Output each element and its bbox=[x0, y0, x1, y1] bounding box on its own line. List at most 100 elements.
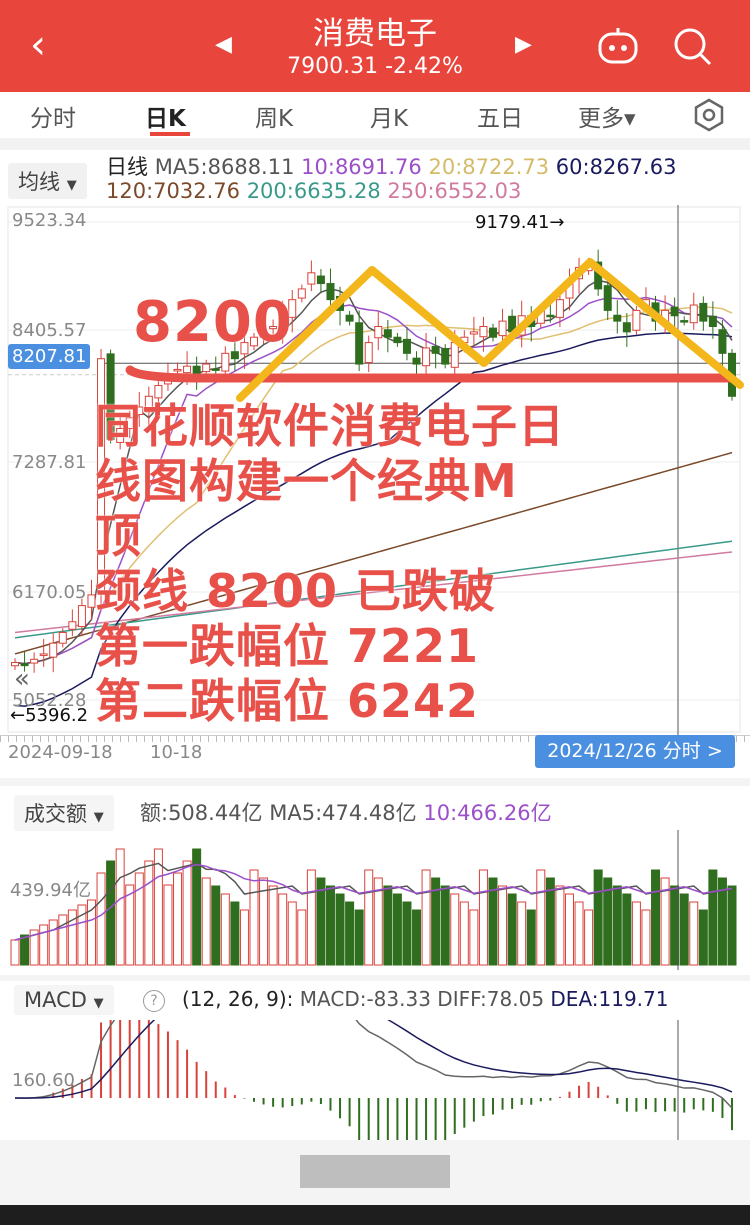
volume-bar bbox=[316, 877, 326, 966]
macd-selector[interactable]: MACD ▼ bbox=[14, 985, 114, 1015]
volume-bar bbox=[612, 885, 622, 966]
candle-body bbox=[68, 621, 77, 630]
annotation-line: 第二跌幅位 6242 bbox=[95, 674, 480, 728]
candle-body bbox=[402, 338, 411, 354]
volume-ma10-line bbox=[14, 863, 733, 941]
candle-body bbox=[250, 336, 258, 347]
volume-ma10: 10:466.26亿 bbox=[423, 801, 552, 825]
volume-bar bbox=[29, 929, 39, 966]
candle-body bbox=[670, 306, 679, 317]
candle-body bbox=[374, 325, 383, 339]
scroll-left-icon[interactable]: « bbox=[14, 664, 30, 694]
candle-body bbox=[49, 642, 58, 658]
volume-bar bbox=[134, 872, 144, 966]
volume-bar bbox=[192, 848, 202, 966]
candle-body bbox=[211, 368, 220, 371]
dea-line bbox=[14, 1020, 733, 1099]
volume-bar bbox=[230, 901, 240, 966]
volume-bar bbox=[67, 909, 77, 966]
candle-body bbox=[613, 314, 622, 322]
active-tab-underline bbox=[150, 132, 190, 136]
volume-bar bbox=[48, 919, 58, 966]
candle-body bbox=[441, 348, 450, 365]
volume-axis-label: 439.94亿 bbox=[10, 880, 91, 901]
date-label: 10-18 bbox=[150, 742, 203, 763]
robot-icon[interactable] bbox=[596, 26, 640, 66]
diff-value: DIFF:78.05 bbox=[437, 987, 545, 1011]
candle-body bbox=[20, 663, 29, 667]
next-stock-icon[interactable]: ▶ bbox=[515, 32, 532, 57]
candle-body bbox=[555, 299, 564, 318]
neckline-value-annotation: 8200 bbox=[133, 290, 293, 355]
volume-bar bbox=[564, 893, 574, 966]
volume-bar bbox=[96, 872, 106, 966]
volume-bar bbox=[622, 893, 632, 966]
period-tabs: 分时 日K 周K 月K 五日 更多▾ bbox=[0, 92, 750, 138]
macd-axis-label: 160.60 bbox=[12, 1070, 75, 1091]
back-arrow-icon[interactable]: ‹ bbox=[30, 22, 46, 68]
tab-monthly-k[interactable]: 月K bbox=[370, 106, 409, 132]
volume-bar bbox=[125, 884, 135, 966]
search-icon[interactable] bbox=[672, 26, 714, 68]
volume-bar bbox=[545, 877, 555, 966]
price-axis-label: 5052.28 bbox=[12, 690, 87, 711]
volume-bar bbox=[584, 909, 594, 966]
prev-stock-icon[interactable]: ◀ bbox=[215, 32, 232, 57]
volume-bar bbox=[459, 901, 469, 966]
ma20-value: 20:8722.73 bbox=[428, 155, 550, 179]
candle-body bbox=[288, 299, 297, 318]
date-intraday-button[interactable]: 2024/12/26 分时 > bbox=[535, 735, 735, 768]
volume-bar bbox=[450, 893, 460, 966]
macd-chart bbox=[14, 1020, 733, 1140]
volume-bar bbox=[58, 914, 68, 966]
candle-body bbox=[135, 406, 144, 416]
volume-bar bbox=[325, 885, 335, 966]
candle-body bbox=[97, 358, 106, 594]
volume-bar bbox=[708, 869, 718, 966]
candle-body bbox=[680, 320, 689, 323]
quote-price: 7900.31 -2.42% bbox=[287, 54, 463, 79]
candle-body bbox=[58, 631, 67, 644]
volume-bar bbox=[373, 877, 383, 966]
tab-daily-k[interactable]: 日K bbox=[145, 106, 186, 132]
tab-intraday[interactable]: 分时 bbox=[30, 106, 76, 132]
volume-bar bbox=[412, 909, 422, 966]
candle-body bbox=[39, 653, 48, 656]
volume-bar bbox=[526, 909, 536, 966]
candle-body bbox=[689, 304, 698, 324]
volume-bar bbox=[478, 869, 488, 966]
volume-bar bbox=[679, 893, 689, 966]
ma-selector-label: 均线 bbox=[18, 170, 60, 194]
volume-bar bbox=[498, 885, 508, 966]
help-icon[interactable]: ? bbox=[143, 990, 165, 1012]
date-label: 2024-09-18 bbox=[8, 742, 113, 763]
volume-bar bbox=[536, 869, 546, 966]
tab-more[interactable]: 更多▾ bbox=[578, 106, 636, 132]
ma10-line bbox=[14, 296, 733, 665]
ma10-value: 10:8691.76 bbox=[301, 155, 422, 179]
candle-body bbox=[240, 342, 249, 355]
candle-body bbox=[230, 351, 239, 360]
volume-bar bbox=[173, 872, 183, 966]
candle-body bbox=[154, 385, 163, 399]
volume-bar bbox=[306, 869, 316, 966]
volume-bar bbox=[115, 848, 125, 966]
volume-bar bbox=[440, 885, 450, 966]
volume-bar bbox=[335, 893, 345, 966]
tab-weekly-k[interactable]: 周K bbox=[255, 106, 294, 132]
candle-body bbox=[546, 314, 555, 318]
volume-bar bbox=[574, 901, 584, 966]
candle-body bbox=[632, 309, 641, 331]
ma-selector[interactable]: 均线 ▼ bbox=[8, 163, 87, 199]
candle-body bbox=[345, 314, 354, 322]
volume-bar bbox=[249, 869, 259, 966]
volume-selector[interactable]: 成交额 ▼ bbox=[14, 795, 114, 831]
volume-bar bbox=[220, 893, 230, 966]
candle-body bbox=[125, 417, 134, 429]
settings-hexagon-icon[interactable] bbox=[692, 98, 726, 132]
volume-bar bbox=[603, 877, 613, 966]
candle-body bbox=[718, 329, 727, 354]
candle-body bbox=[87, 594, 96, 608]
tab-five-day[interactable]: 五日 bbox=[477, 106, 523, 132]
candle-body bbox=[393, 336, 402, 344]
